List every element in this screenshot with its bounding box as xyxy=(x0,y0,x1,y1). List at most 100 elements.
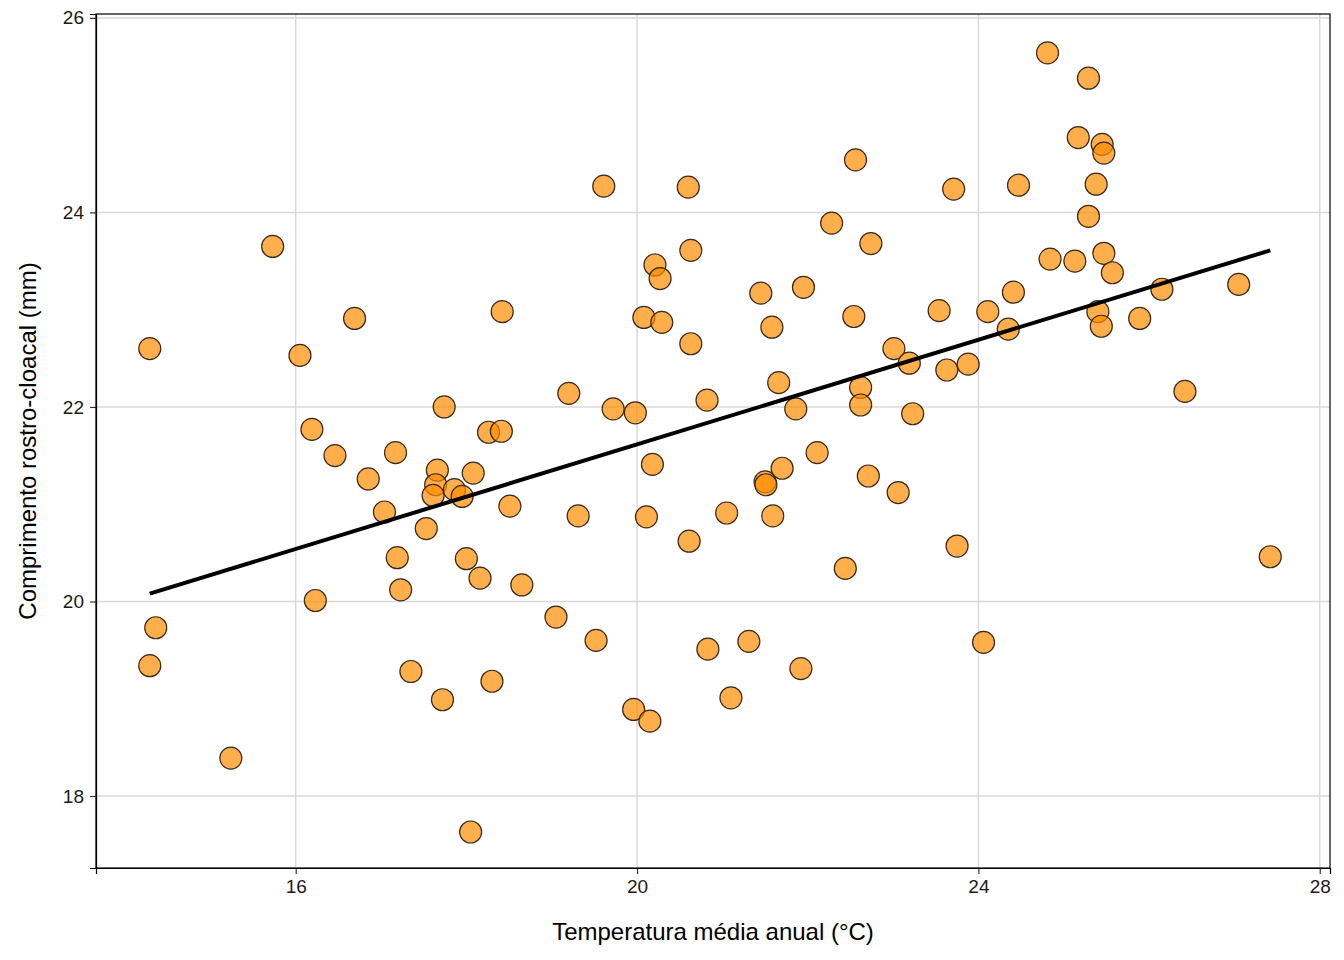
data-point xyxy=(651,311,673,333)
y-tick-mark xyxy=(90,407,96,408)
data-point xyxy=(635,506,657,528)
data-point xyxy=(678,530,700,552)
data-point xyxy=(716,502,738,524)
data-point xyxy=(1129,307,1151,329)
y-grid-line xyxy=(96,17,1330,19)
data-point xyxy=(357,468,379,490)
data-point xyxy=(262,235,284,257)
x-grid-line xyxy=(978,14,980,868)
data-point xyxy=(593,175,615,197)
data-point xyxy=(850,394,872,416)
data-point xyxy=(624,402,646,424)
y-tick: 20 xyxy=(63,591,96,612)
y-tick-label: 18 xyxy=(63,786,84,807)
data-point xyxy=(834,557,856,579)
trend-line xyxy=(150,250,1271,593)
chart: 162024281820222426Temperatura média anua… xyxy=(0,0,1344,960)
data-point xyxy=(344,307,366,329)
data-point xyxy=(845,149,867,171)
data-point xyxy=(946,535,968,557)
y-tick-mark xyxy=(90,796,96,797)
data-point xyxy=(977,301,999,323)
data-point xyxy=(943,178,965,200)
y-tick-mark xyxy=(90,18,96,19)
data-point xyxy=(289,344,311,366)
data-point xyxy=(433,396,455,418)
data-point xyxy=(843,305,865,327)
data-point xyxy=(139,338,161,360)
data-point xyxy=(750,282,772,304)
plot-frame xyxy=(96,14,1330,868)
data-point xyxy=(785,398,807,420)
data-point xyxy=(973,631,995,653)
data-point xyxy=(696,389,718,411)
data-point xyxy=(771,457,793,479)
x-tick-mark xyxy=(637,868,638,874)
data-point xyxy=(511,574,533,596)
data-point xyxy=(768,372,790,394)
data-point xyxy=(1002,281,1024,303)
data-point xyxy=(806,442,828,464)
data-point xyxy=(1077,67,1099,89)
data-point xyxy=(1037,42,1059,64)
data-point xyxy=(887,482,909,504)
y-tick-mark xyxy=(90,601,96,602)
data-point xyxy=(649,268,671,290)
marks xyxy=(139,42,1281,843)
data-point xyxy=(792,276,814,298)
data-point xyxy=(455,548,477,570)
y-tick-label: 24 xyxy=(63,202,85,223)
data-point xyxy=(902,403,924,425)
data-point xyxy=(490,420,512,442)
data-point xyxy=(220,747,242,769)
x-tick: 24 xyxy=(968,868,990,897)
data-point xyxy=(558,382,580,404)
x-tick: 16 xyxy=(286,868,307,897)
x-tick-label: 24 xyxy=(968,876,990,897)
x-grid-line xyxy=(1319,14,1321,868)
data-point xyxy=(481,670,503,692)
data-point xyxy=(755,474,777,496)
x-tick-mark xyxy=(296,868,297,874)
y-tick-label: 26 xyxy=(63,7,84,28)
data-point xyxy=(1093,142,1115,164)
x-tick-mark xyxy=(978,868,979,874)
data-point xyxy=(400,661,422,683)
data-point xyxy=(462,462,484,484)
data-point xyxy=(697,638,719,660)
y-tick: 22 xyxy=(63,397,96,418)
data-point xyxy=(639,710,661,732)
x-axis: 16202428 xyxy=(97,868,1331,897)
data-point xyxy=(957,353,979,375)
y-tick: 24 xyxy=(63,202,96,223)
x-grid-line xyxy=(636,14,638,868)
data-point xyxy=(139,655,161,677)
data-point xyxy=(857,465,879,487)
data-point xyxy=(738,630,760,652)
data-point xyxy=(1077,205,1099,227)
data-point xyxy=(385,442,407,464)
x-axis-title: Temperatura média anual (°C) xyxy=(552,918,874,945)
data-point xyxy=(567,505,589,527)
data-point xyxy=(680,333,702,355)
data-point xyxy=(860,233,882,255)
data-point xyxy=(936,359,958,381)
grid xyxy=(96,14,1330,868)
data-point xyxy=(386,547,408,569)
x-tick-label: 16 xyxy=(286,876,307,897)
y-grid-line xyxy=(96,212,1330,214)
data-point xyxy=(415,518,437,540)
data-point xyxy=(790,658,812,680)
data-point xyxy=(1090,315,1112,337)
data-point xyxy=(460,821,482,843)
data-point xyxy=(304,590,326,612)
data-point xyxy=(1101,262,1123,284)
y-tick: 26 xyxy=(63,7,96,28)
data-point xyxy=(720,687,742,709)
data-point xyxy=(545,606,567,628)
data-point xyxy=(677,176,699,198)
data-point xyxy=(301,418,323,440)
y-axis: 18 20 22 24 26 xyxy=(63,7,97,868)
plot-background xyxy=(96,14,1330,868)
x-tick: 20 xyxy=(627,868,648,897)
